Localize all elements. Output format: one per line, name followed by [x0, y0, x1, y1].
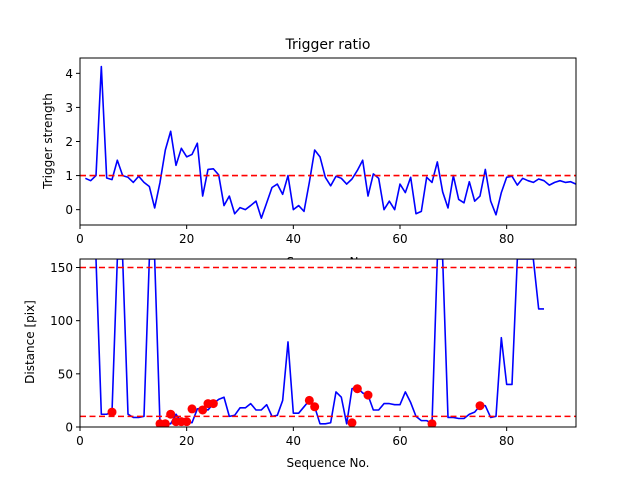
plot-area	[80, 65, 576, 219]
x-tick-label: 40	[286, 434, 301, 448]
x-tick-label: 0	[76, 434, 84, 448]
x-tick-label: 60	[392, 232, 407, 246]
data-point	[182, 417, 192, 427]
data-point	[352, 384, 362, 394]
data-point	[187, 404, 197, 414]
data-point	[166, 409, 176, 419]
y-tick-label: 0	[65, 421, 73, 435]
data-point	[198, 405, 208, 415]
y-tick-label: 1	[65, 169, 73, 183]
axes-frame	[79, 258, 577, 428]
plot-overlay: 0 20 40 60 80 0 1 2 3 4	[65, 57, 577, 246]
data-point	[310, 402, 320, 412]
x-axis-title: Sequence No.	[287, 456, 370, 470]
plot-underlay	[80, 58, 576, 225]
y-tick-label: 0	[65, 203, 73, 217]
y-axis-title: Distance [pix]	[23, 300, 37, 384]
data-point	[208, 399, 218, 409]
x-tick-label: 80	[499, 434, 514, 448]
data-point	[475, 401, 485, 411]
trigger-ratio-chart: Trigger ratio 0 20 40 60 80 0 1 2 3 4 Trigger str…	[41, 37, 577, 246]
data-point	[347, 418, 357, 427]
x-tick-label: 80	[499, 232, 514, 246]
x-tick-label: 40	[286, 232, 301, 246]
data-point	[427, 419, 437, 427]
y-tick-label: 4	[65, 67, 73, 81]
x-tick-label: 0	[76, 232, 84, 246]
chart-title: Trigger ratio	[284, 37, 370, 53]
data-point	[107, 407, 117, 417]
plot-area-background	[80, 259, 576, 427]
series-line	[85, 65, 576, 219]
data-point	[304, 395, 314, 405]
data-point	[363, 390, 373, 400]
distance-chart-front: 0 20 40 60 80 0 50 100 150	[50, 258, 577, 448]
y-axis-title: Trigger strength	[41, 93, 55, 190]
x-tick-label: 20	[179, 232, 194, 246]
plot-area-background	[80, 58, 576, 225]
distance-chart: Sequence No. Distance [pix]	[23, 300, 369, 470]
x-tick-label: 60	[392, 434, 407, 448]
series-line	[95, 259, 544, 425]
y-tick-label: 100	[50, 314, 73, 328]
y-tick-label: 50	[58, 367, 73, 381]
y-tick-label: 150	[50, 261, 73, 275]
y-tick-label: 3	[65, 101, 73, 115]
x-tick-label: 20	[179, 434, 194, 448]
data-point	[160, 419, 170, 427]
plot-area	[80, 259, 576, 427]
y-tick-label: 2	[65, 135, 73, 149]
